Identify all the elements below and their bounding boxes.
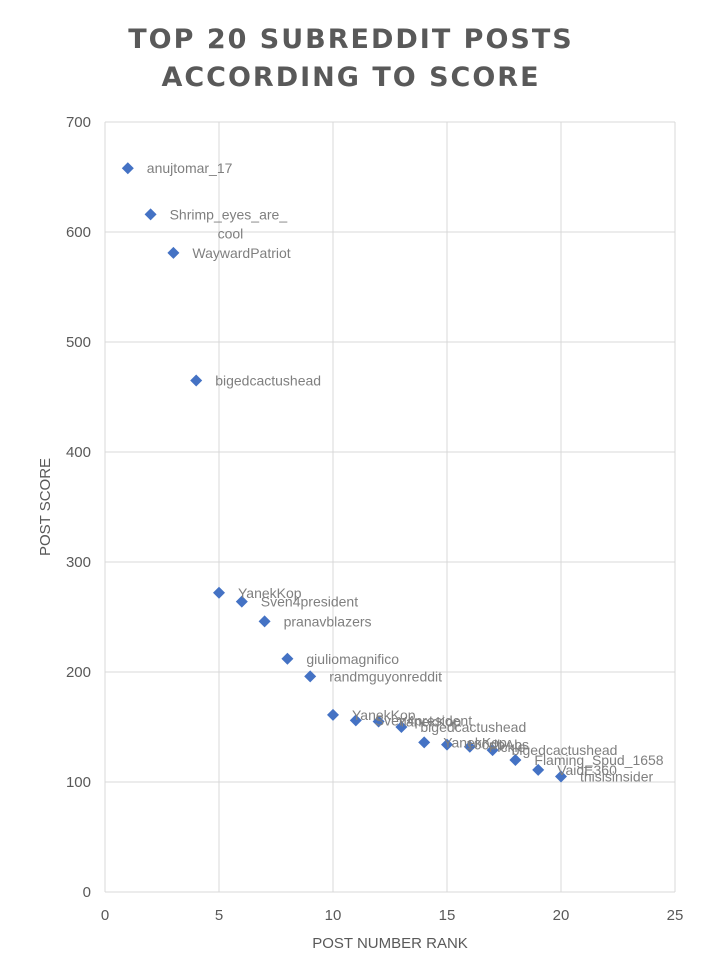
data-point [190, 374, 203, 387]
point-label: 100dbAbs [466, 737, 529, 753]
y-tick-label: 200 [66, 664, 91, 681]
y-tick-label: 300 [66, 554, 91, 571]
x-tick-labels: 0 5 10 15 20 25 [101, 907, 684, 924]
y-tick-label: 600 [66, 224, 91, 241]
point-label: bigedcactushead [512, 742, 618, 758]
data-point [235, 595, 248, 608]
y-tick-labels: 0 100 200 300 400 500 600 700 [66, 114, 91, 901]
point-label: WaywardPatriot [192, 245, 290, 261]
point-label: Sven4president [261, 594, 358, 610]
point-label: thisisinsider [580, 769, 653, 785]
data-point [395, 721, 408, 733]
data-point [463, 740, 476, 753]
data-point [121, 162, 134, 175]
data-point [258, 615, 271, 628]
data-point [281, 652, 294, 665]
point-label: Flaming_Spud_1658 [534, 752, 663, 768]
y-tick-label: 100 [66, 774, 91, 791]
chart-title-line-2: ACCORDING TO SCORE [161, 62, 541, 93]
x-tick-label: 15 [439, 907, 456, 924]
data-point [144, 208, 157, 221]
point-label: YanekKop [238, 585, 302, 601]
data-point [486, 744, 499, 757]
point-label: YanekKop [443, 734, 507, 750]
y-tick-label: 700 [66, 114, 91, 131]
data-point [532, 763, 545, 776]
point-label: pranavblazers [284, 613, 372, 629]
y-tick-label: 0 [83, 884, 91, 901]
data-point [167, 246, 180, 259]
data-point [509, 754, 522, 766]
y-tick-label: 500 [66, 334, 91, 351]
data-point [349, 714, 362, 727]
point-label: Sven4president [375, 712, 472, 728]
x-tick-label: 5 [215, 907, 223, 924]
point-labels: anujtomar_17 Shrimp_eyes_are_ cool WaywardP… [147, 160, 664, 784]
x-tick-label: 20 [553, 907, 570, 924]
gridlines [104, 121, 676, 893]
point-label: VaidE360 [557, 762, 617, 778]
y-axis-title: POST SCORE [37, 458, 54, 556]
point-label: bigedcactushead [215, 373, 321, 389]
data-points [121, 162, 567, 783]
point-label: randmguyonreddit [329, 668, 442, 684]
data-point [327, 708, 339, 721]
data-point [418, 736, 431, 749]
data-point [304, 670, 317, 683]
x-tick-label: 10 [325, 907, 342, 924]
x-axis-title: POST NUMBER RANK [312, 935, 468, 952]
point-label: anujtomar_17 [147, 160, 233, 176]
x-tick-label: 25 [667, 907, 684, 924]
point-label: YanekKop [352, 707, 416, 723]
point-label: Fickle- [489, 739, 531, 755]
data-point [555, 770, 567, 783]
point-label: giuliomagnifico [306, 651, 399, 667]
x-tick-label: 0 [101, 907, 109, 924]
data-point [441, 738, 453, 751]
chart-title-line-1: TOP 20 SUBREDDIT POSTS [128, 24, 574, 55]
data-point [372, 715, 385, 728]
data-point [213, 586, 225, 599]
y-tick-label: 400 [66, 444, 91, 461]
point-label: Shrimp_eyes_are_ cool [170, 206, 288, 241]
point-label: bigedcactushead [420, 719, 526, 735]
point-label: YanekKop [398, 714, 462, 730]
